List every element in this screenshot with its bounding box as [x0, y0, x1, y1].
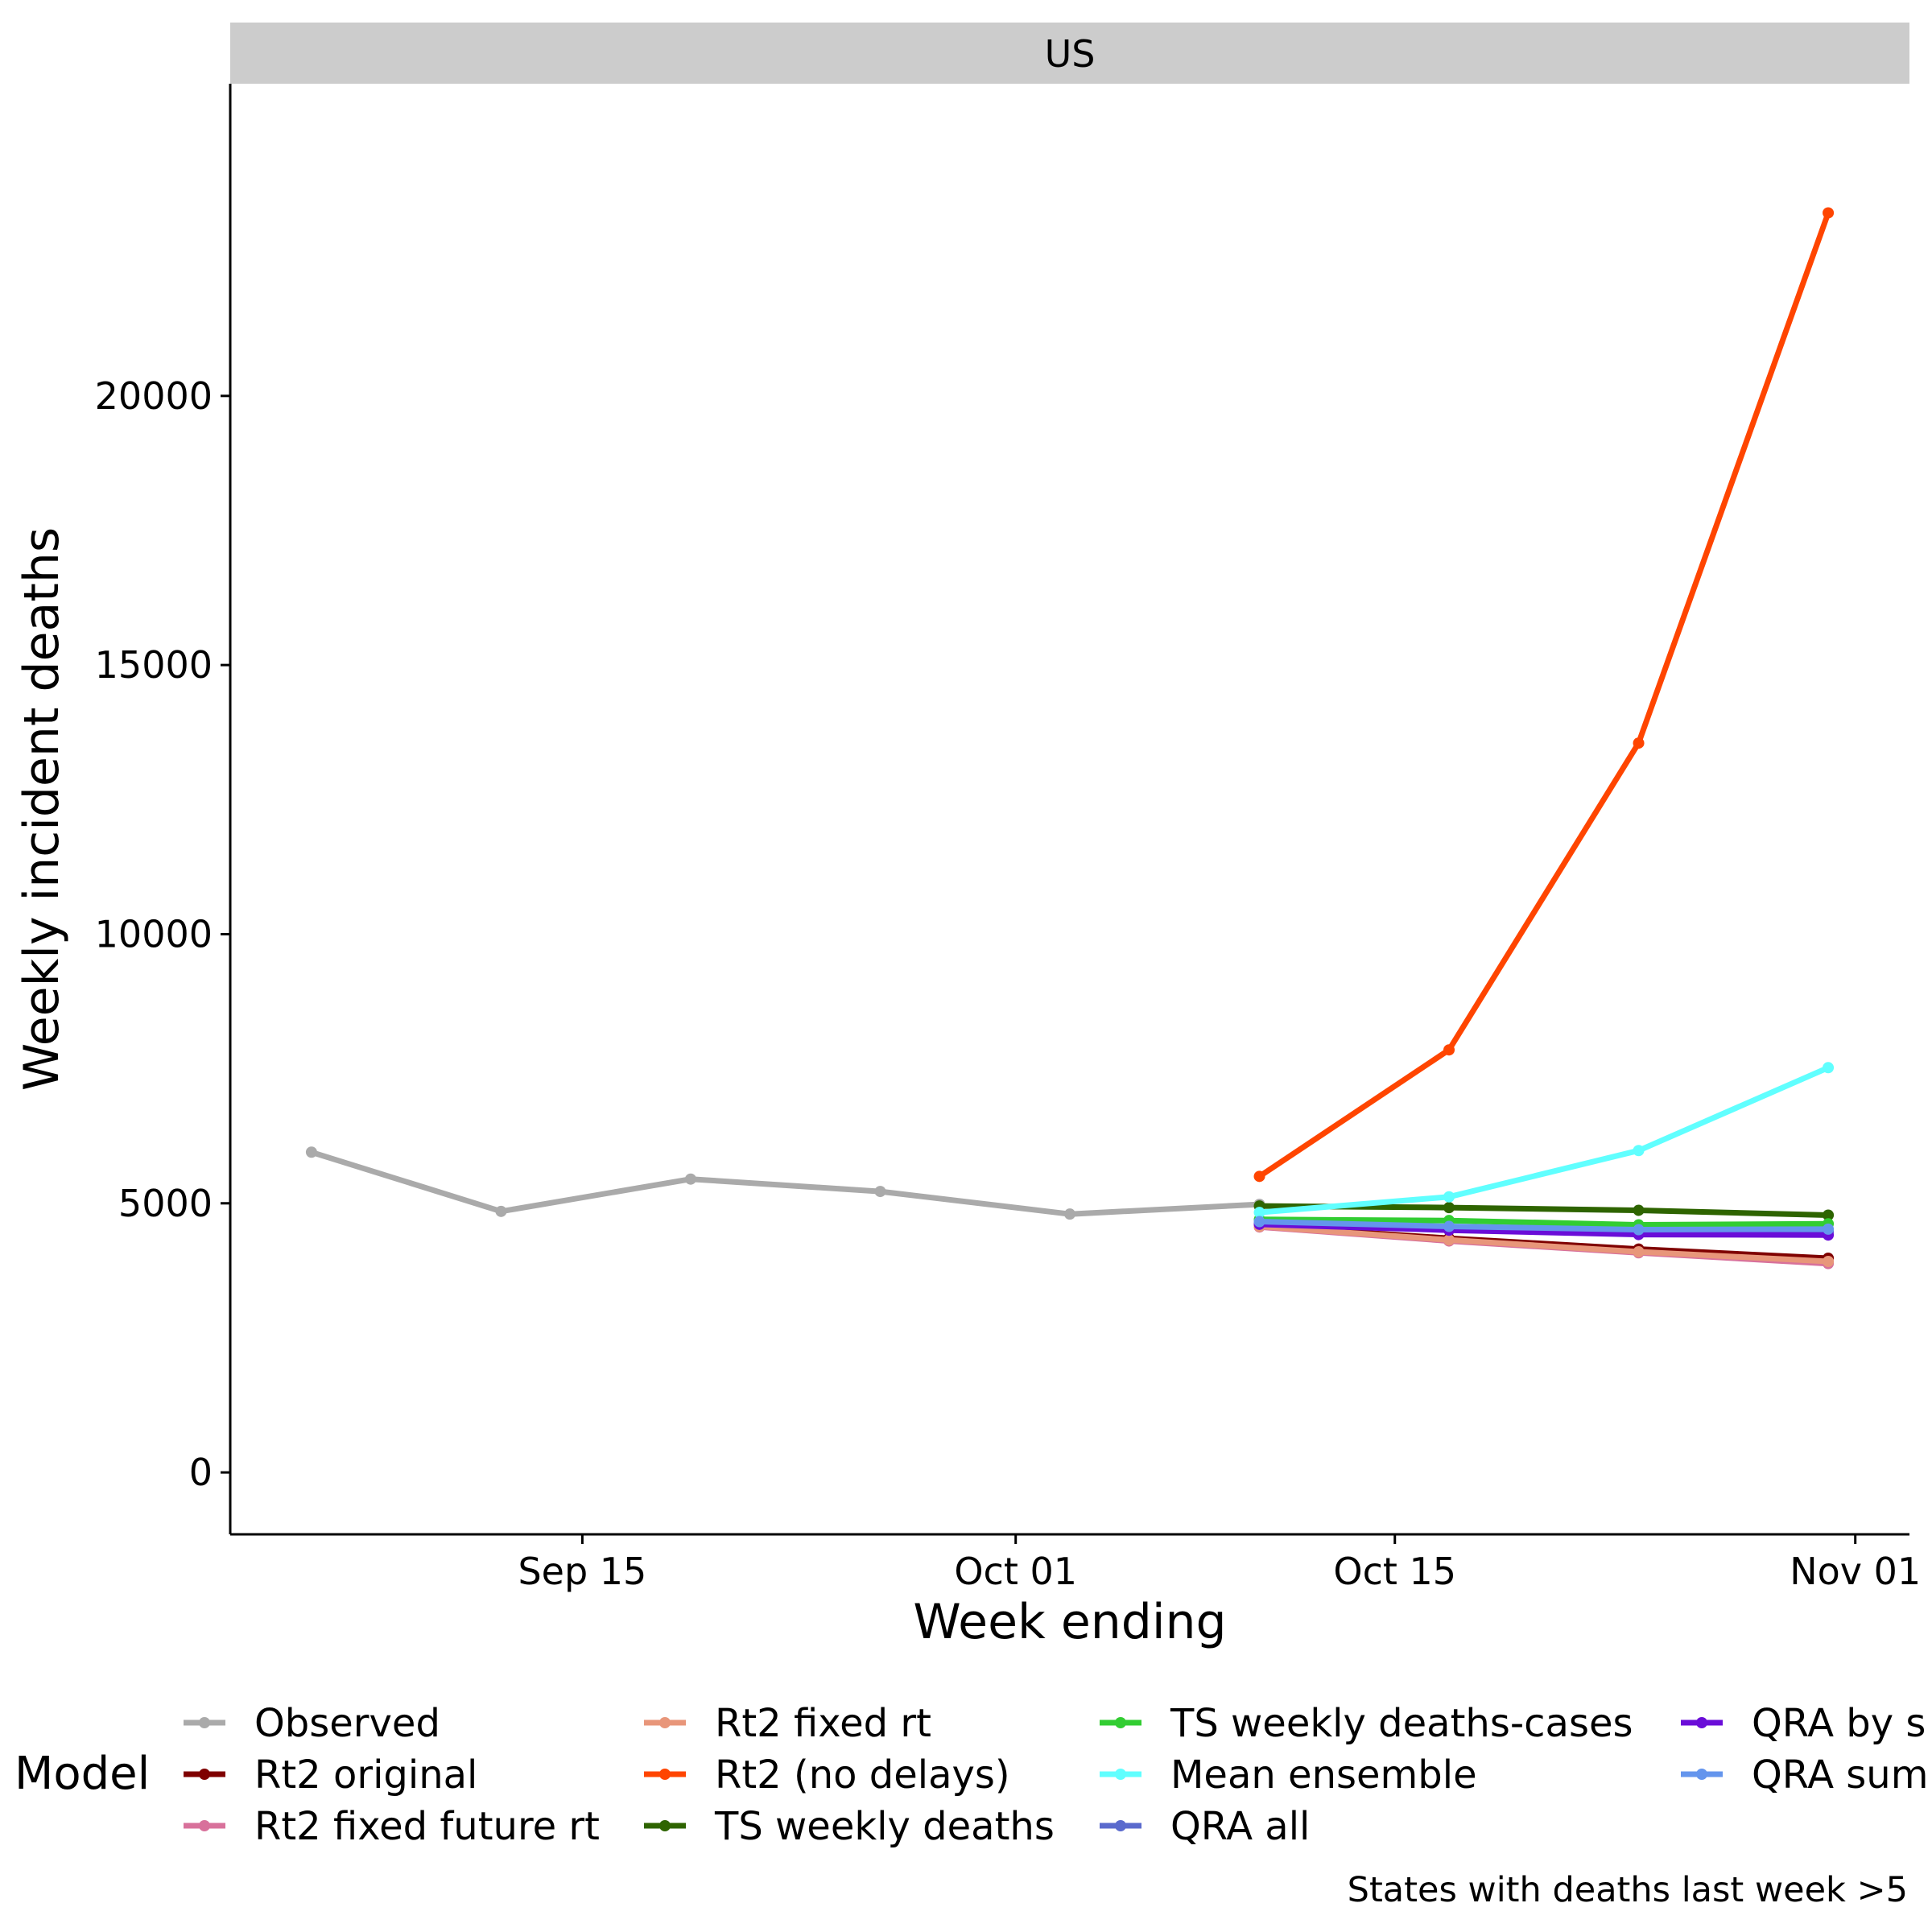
- x-tick-label: Oct 01: [954, 1550, 1077, 1593]
- legend-item: QRA all: [1100, 1804, 1310, 1849]
- data-point: [1443, 1202, 1455, 1214]
- x-axis-ticks: Sep 15 Oct 01 Oct 15 Nov 01: [518, 1534, 1921, 1593]
- y-tick-label: 15000: [95, 643, 213, 687]
- legend-marker: [1115, 1717, 1126, 1728]
- data-point: [305, 1146, 317, 1158]
- y-tick-label: 0: [189, 1451, 213, 1494]
- data-point: [1823, 1062, 1835, 1074]
- legend-marker: [659, 1717, 671, 1728]
- data-point: [1823, 1209, 1835, 1221]
- caption: States with deaths last week >5: [1348, 1870, 1908, 1910]
- data-point: [1633, 1245, 1645, 1257]
- y-tick-label: 10000: [95, 912, 213, 956]
- data-point: [1253, 1170, 1265, 1183]
- legend-label: TS weekly deaths-cases: [1170, 1701, 1633, 1746]
- legend: Model Observed Rt2 original Rt2 fixed futu…: [14, 1701, 1928, 1849]
- legend-label: Mean ensemble: [1170, 1752, 1477, 1798]
- series-observed: [305, 1146, 1265, 1220]
- data-point: [1633, 1204, 1645, 1216]
- legend-item: TS weekly deaths-cases: [1100, 1701, 1633, 1746]
- y-axis-title: Weekly incident deaths: [14, 527, 70, 1091]
- data-point: [1443, 1044, 1455, 1056]
- series-mean-ensemble: [1253, 1062, 1835, 1219]
- legend-marker: [1696, 1717, 1707, 1728]
- legend-marker: [199, 1820, 210, 1831]
- x-tick-label: Oct 15: [1333, 1550, 1456, 1593]
- data-point: [1253, 1207, 1265, 1219]
- data-point: [874, 1186, 886, 1198]
- legend-label: Rt2 (no delays): [715, 1752, 1010, 1798]
- data-point: [1633, 737, 1645, 749]
- data-point: [1823, 1223, 1835, 1235]
- legend-label: QRA all: [1170, 1804, 1310, 1849]
- legend-item: Rt2 fixed future rt: [184, 1804, 600, 1849]
- data-point: [684, 1173, 696, 1185]
- legend-label: QRA by s: [1752, 1701, 1926, 1746]
- facet-strip: [230, 23, 1909, 84]
- legend-label: Rt2 fixed future rt: [254, 1804, 600, 1849]
- legend-marker: [1115, 1820, 1126, 1831]
- legend-marker: [1696, 1769, 1707, 1780]
- series-layer: [305, 207, 1835, 1269]
- data-point: [1064, 1208, 1075, 1220]
- legend-label: Observed: [254, 1701, 440, 1746]
- series-line: [1257, 1064, 1831, 1216]
- series-line: [1257, 1221, 1831, 1238]
- y-tick-label: 5000: [118, 1182, 213, 1225]
- legend-item: Rt2 fixed rt: [644, 1701, 931, 1746]
- legend-label: Rt2 fixed rt: [715, 1701, 931, 1746]
- legend-item: TS weekly deaths: [644, 1804, 1055, 1849]
- series-line: [1257, 210, 1831, 1179]
- series-line: [1257, 1216, 1831, 1228]
- legend-label: QRA sum: [1752, 1752, 1928, 1798]
- legend-item: QRA by s: [1681, 1701, 1926, 1746]
- x-tick-label: Nov 01: [1790, 1550, 1921, 1593]
- legend-marker: [199, 1769, 210, 1780]
- series-line: [308, 1149, 1262, 1217]
- legend-item: Observed: [184, 1701, 440, 1746]
- data-point: [1823, 1255, 1835, 1267]
- legend-item: Rt2 original: [184, 1752, 477, 1798]
- data-point: [1253, 1216, 1265, 1228]
- data-point: [495, 1205, 507, 1217]
- data-point: [1633, 1224, 1645, 1236]
- series-qra-summed: [1253, 1216, 1835, 1236]
- legend-item: QRA sum: [1681, 1752, 1928, 1798]
- data-point: [1443, 1191, 1455, 1203]
- legend-label: TS weekly deaths: [714, 1804, 1055, 1849]
- legend-marker: [199, 1717, 210, 1728]
- series-rt2-no-delays: [1253, 207, 1835, 1183]
- facet-label: US: [1045, 32, 1096, 76]
- legend-marker: [659, 1820, 671, 1831]
- data-point: [1443, 1234, 1455, 1246]
- series-line: [1257, 1224, 1831, 1265]
- data-point: [1443, 1220, 1455, 1232]
- legend-marker: [1115, 1769, 1126, 1780]
- x-tick-label: Sep 15: [518, 1550, 646, 1593]
- legend-label: Rt2 original: [254, 1752, 477, 1798]
- legend-item: Rt2 (no delays): [644, 1752, 1010, 1798]
- legend-marker: [659, 1769, 671, 1780]
- x-axis-title: Week ending: [913, 1594, 1226, 1650]
- legend-item: Mean ensemble: [1100, 1752, 1477, 1798]
- legend-title: Model: [14, 1748, 150, 1800]
- y-axis-ticks: 0 5000 10000 15000 20000: [95, 374, 230, 1494]
- data-point: [1633, 1145, 1645, 1157]
- y-tick-label: 20000: [95, 374, 213, 418]
- series-line: [1257, 1219, 1831, 1232]
- data-point: [1823, 207, 1835, 219]
